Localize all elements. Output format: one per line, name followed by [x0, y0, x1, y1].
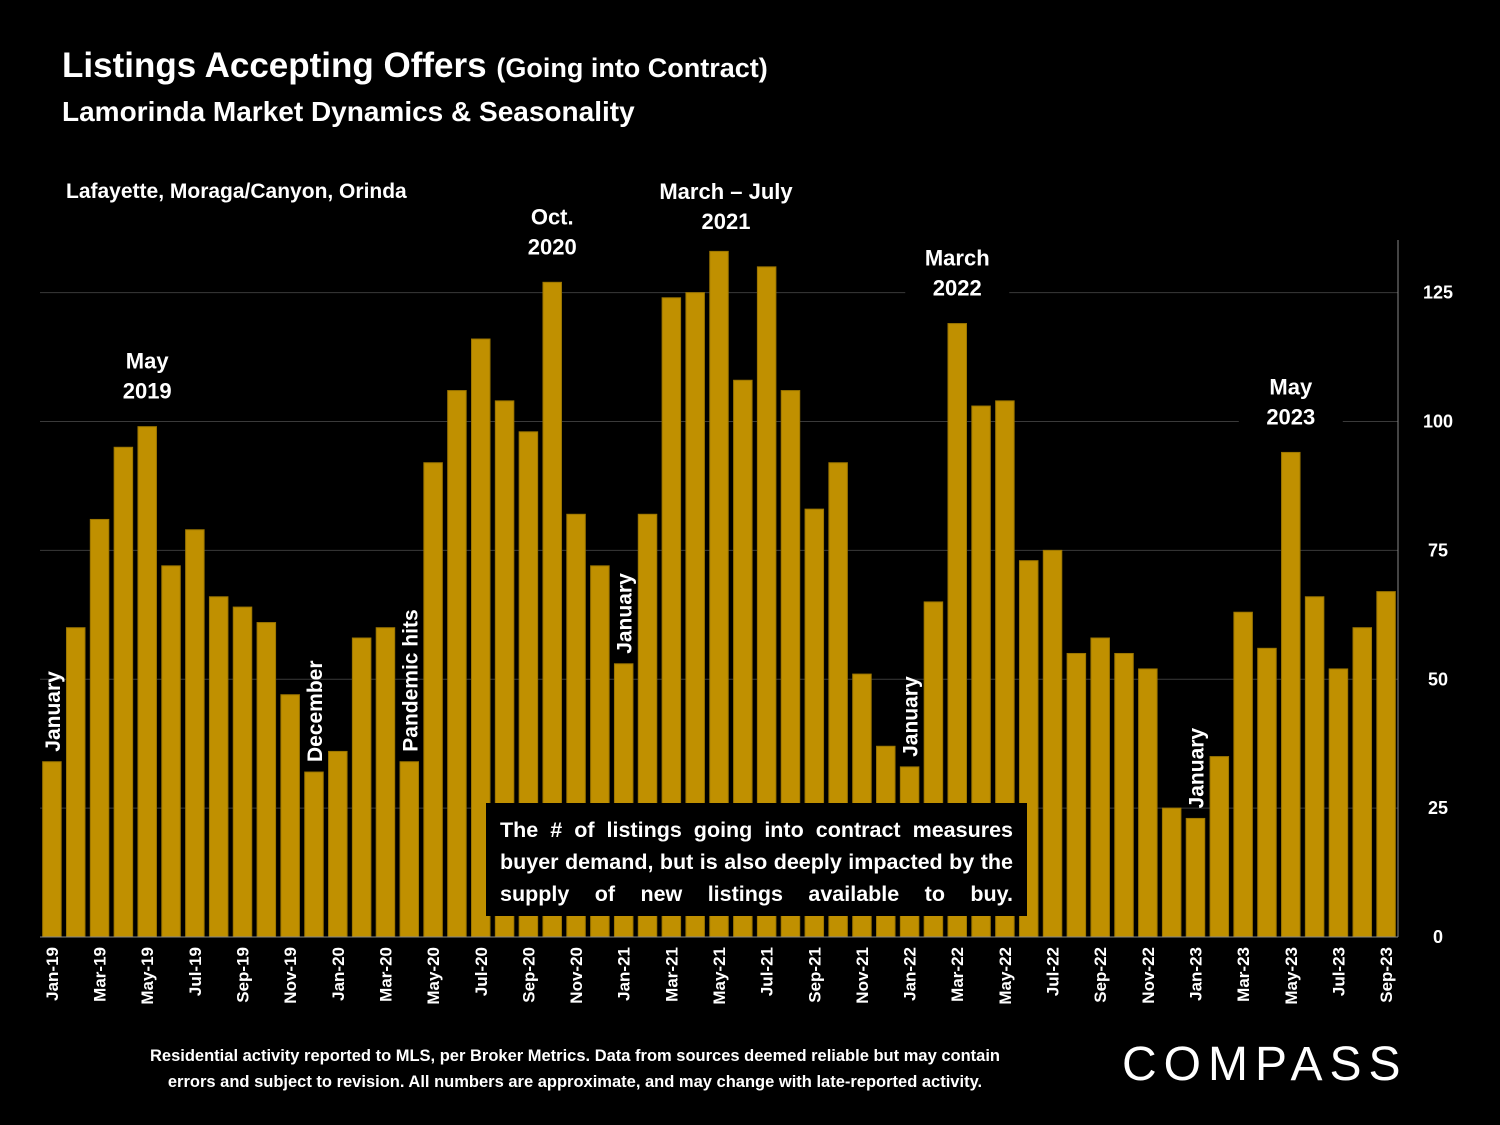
x-tick-label: Sep-23: [1377, 947, 1396, 1003]
x-tick-label: Jan-19: [43, 947, 62, 1001]
bar: [304, 771, 324, 938]
footnote-line-1: Residential activity reported to MLS, pe…: [150, 1047, 1000, 1065]
x-tick-label: May-23: [1282, 947, 1301, 1005]
bar: [137, 426, 157, 938]
chart-title: Listings Accepting Offers (Going into Co…: [62, 46, 768, 85]
bar: [65, 627, 86, 938]
annotation-backdrop: [674, 175, 778, 239]
bar: [1090, 637, 1110, 938]
x-tick-label: Jul-20: [472, 947, 491, 996]
annotation-label: May: [126, 349, 170, 374]
bar: [1185, 817, 1206, 938]
bar: [208, 596, 229, 938]
x-tick-label: Mar-22: [948, 947, 967, 1002]
bar: [423, 462, 443, 938]
bar: [113, 446, 134, 938]
x-tick-label: Nov-19: [281, 947, 300, 1004]
x-tick-label: Jan-20: [329, 947, 348, 1001]
x-tick-label: Jan-22: [901, 947, 920, 1001]
bar: [280, 694, 300, 938]
bar: [1376, 591, 1396, 938]
explanatory-note: The # of listings going into contract me…: [486, 803, 1027, 916]
bar: [1281, 451, 1301, 938]
footnote-line-2: errors and subject to revision. All numb…: [167, 1073, 983, 1091]
annotation-backdrop: [500, 200, 605, 265]
bar: [1209, 756, 1230, 938]
x-tick-label: May-20: [424, 947, 443, 1005]
annotation-label: Pandemic hits: [399, 609, 422, 751]
y-tick-label: 25: [1428, 798, 1448, 818]
source-footnote: Residential activity reported to MLS, pe…: [60, 1043, 1090, 1095]
x-tick-label: Sep-22: [1091, 947, 1110, 1003]
annotation-label: December: [304, 660, 327, 762]
x-tick-label: Nov-20: [567, 947, 586, 1004]
bar: [447, 390, 467, 938]
bar: [351, 637, 372, 938]
annotation-label: January: [42, 671, 65, 752]
x-tick-label: May-21: [710, 947, 729, 1005]
annotation-label: 2020: [528, 234, 577, 259]
annotation-label: 2019: [123, 379, 172, 404]
bar: [185, 529, 205, 938]
chart-title-suffix: (Going into Contract): [496, 53, 768, 83]
x-tick-label: Jan-21: [615, 947, 634, 1001]
annotation-backdrop: [1238, 370, 1343, 435]
annotation-label: January: [614, 573, 637, 654]
y-tick-label: 0: [1433, 927, 1443, 947]
bar: [1233, 611, 1253, 938]
annotation-label: 2021: [702, 209, 751, 234]
annotation-label: Oct.: [531, 204, 574, 229]
x-tick-label: Sep-20: [519, 947, 538, 1003]
bar: [328, 750, 348, 938]
x-tick-label: Jul-23: [1329, 947, 1348, 996]
bar: [256, 622, 277, 938]
x-tick-label: Mar-19: [91, 947, 110, 1002]
bar: [1042, 549, 1063, 938]
x-tick-label: Mar-20: [376, 947, 395, 1002]
bar: [1114, 652, 1134, 938]
x-tick-label: Jul-21: [758, 947, 777, 996]
bar: [1304, 596, 1325, 938]
annotation-label: March: [925, 246, 990, 271]
bar: [1257, 647, 1277, 938]
x-tick-label: May-19: [138, 947, 157, 1005]
compass-logo: COMPASS: [1122, 1038, 1408, 1091]
x-tick-label: Sep-21: [805, 947, 824, 1003]
y-tick-label: 75: [1428, 540, 1448, 560]
bar: [89, 518, 110, 938]
x-tick-label: Mar-23: [1234, 947, 1253, 1002]
annotation-label: May: [1269, 374, 1313, 399]
bar: [1328, 668, 1349, 938]
bar: [1138, 668, 1158, 938]
bar: [1161, 807, 1182, 938]
bar: [161, 565, 181, 938]
x-tick-label: Mar-21: [662, 947, 681, 1002]
annotation-label: 2022: [933, 276, 982, 301]
x-tick-label: Sep-19: [234, 947, 253, 1003]
annotation-label: January: [1185, 728, 1208, 809]
annotation-label: March – July: [659, 179, 793, 204]
x-tick-label: Jul-19: [186, 947, 205, 996]
x-tick-label: May-22: [996, 947, 1015, 1005]
bar: [375, 627, 396, 938]
annotation-backdrop: [905, 241, 1010, 306]
annotation-backdrop: [95, 344, 200, 409]
bar: [42, 761, 62, 938]
y-tick-label: 125: [1423, 283, 1453, 303]
x-tick-label: Jul-22: [1044, 947, 1063, 996]
x-tick-label: Nov-22: [1139, 947, 1158, 1004]
bar: [1352, 627, 1373, 938]
x-tick-label: Jan-23: [1186, 947, 1205, 1001]
bar: [232, 606, 253, 938]
chart-subtitle: Lamorinda Market Dynamics & Seasonality: [62, 96, 635, 127]
x-tick-label: Nov-21: [853, 947, 872, 1004]
y-tick-label: 100: [1423, 412, 1453, 432]
annotation-label: 2023: [1266, 404, 1315, 429]
y-tick-label: 50: [1428, 669, 1448, 689]
region-label: Lafayette, Moraga/Canyon, Orinda: [66, 180, 407, 203]
bar: [1066, 652, 1087, 938]
annotation-label: January: [900, 676, 923, 757]
bar: [399, 761, 420, 938]
